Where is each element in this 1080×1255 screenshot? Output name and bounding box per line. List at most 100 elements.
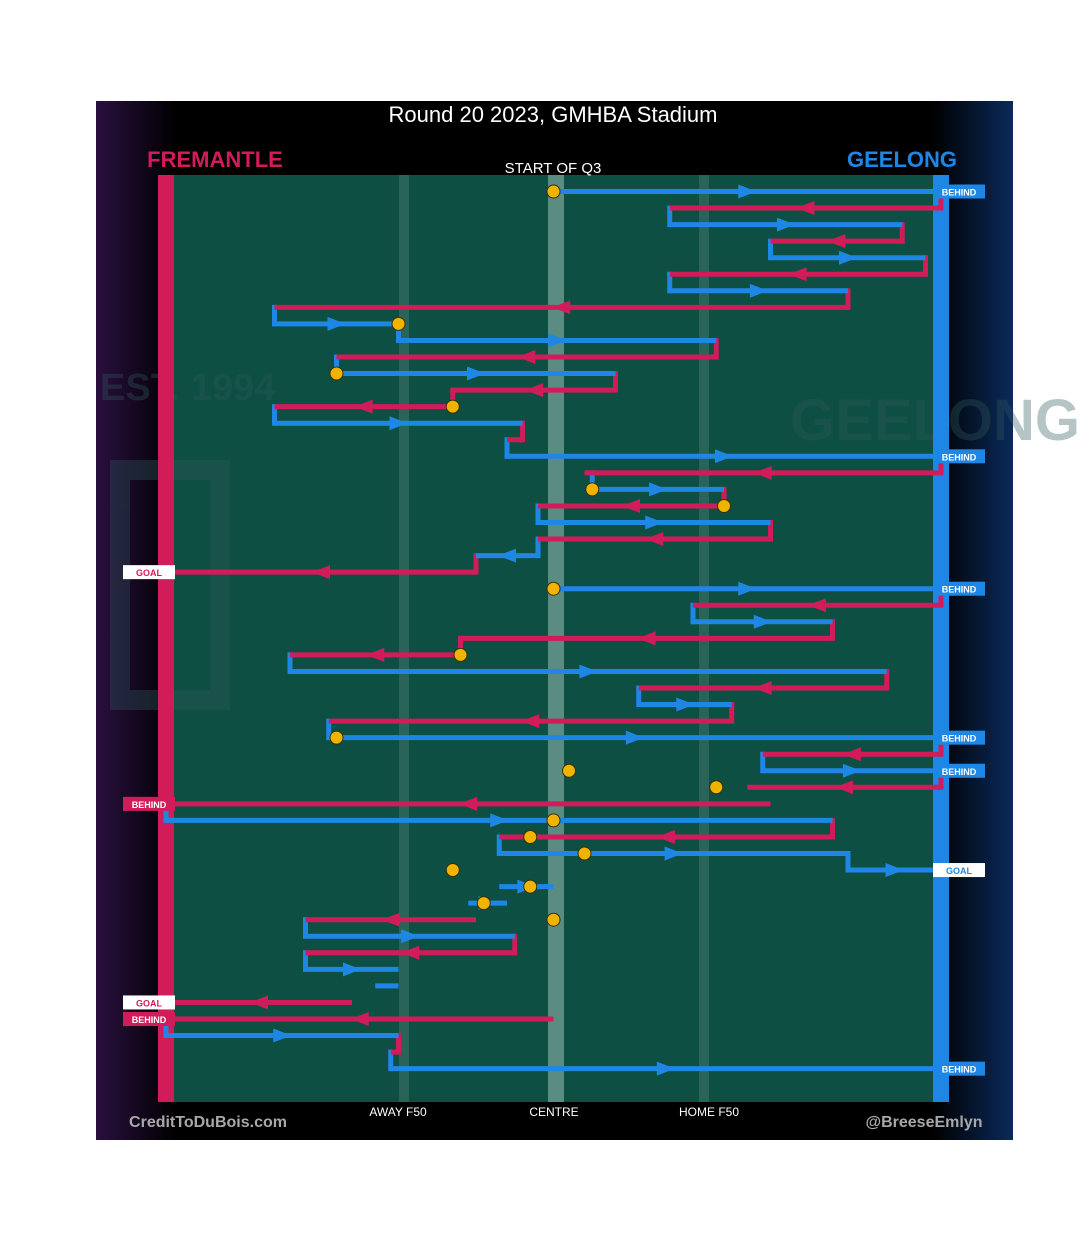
result-label-text: BEHIND — [942, 188, 977, 198]
direction-arrow — [676, 697, 695, 712]
stoppage-marker — [546, 912, 561, 927]
direction-arrow — [788, 267, 807, 282]
x-label-home-f50: HOME F50 — [679, 1105, 739, 1119]
result-label-behind: BEHIND — [933, 1061, 985, 1076]
result-label-text: BEHIND — [942, 1065, 977, 1075]
result-label-goal: GOAL — [123, 565, 175, 580]
direction-arrow — [552, 300, 571, 315]
result-label-behind: BEHIND — [933, 763, 985, 778]
stoppage-markers — [329, 184, 731, 927]
stoppage-marker — [546, 581, 561, 596]
direction-arrow — [312, 565, 330, 580]
period-label: START OF Q3 — [505, 160, 602, 177]
stoppage-marker — [546, 813, 561, 828]
direction-arrow — [625, 730, 644, 745]
result-label-behind: BEHIND — [933, 730, 985, 745]
direction-arrow — [521, 714, 540, 729]
footer-handle: @BreeseEmlyn — [866, 1114, 983, 1131]
direction-arrow — [459, 796, 478, 811]
stoppage-marker — [453, 647, 468, 662]
result-labels: BEHIND BEHIND GOAL BEHIND BEHIND BEHIND BEHIND… — [123, 184, 985, 1076]
stoppage-marker — [391, 316, 406, 331]
direction-arrow — [738, 184, 757, 199]
direction-arrow — [835, 780, 854, 795]
direction-arrow — [250, 995, 268, 1010]
direction-arrow — [645, 532, 664, 547]
stoppage-marker — [476, 896, 491, 911]
result-label-behind: BEHIND — [933, 581, 985, 596]
result-label-text: BEHIND — [942, 452, 977, 462]
direction-arrow — [715, 449, 733, 464]
team-right-name: GEELONG — [847, 147, 957, 172]
stoppage-marker — [717, 498, 731, 513]
direction-arrow — [664, 846, 683, 861]
direction-arrow — [749, 283, 768, 298]
result-label-text: BEHIND — [942, 767, 977, 777]
stoppage-marker — [445, 863, 460, 878]
direction-arrow — [656, 829, 675, 844]
fremantle-goal-line — [158, 175, 174, 1102]
direction-arrow — [401, 945, 420, 960]
away-f50-line — [399, 175, 409, 1102]
result-label-box — [123, 1012, 175, 1026]
direction-arrow — [796, 201, 815, 216]
result-label-box — [123, 995, 175, 1010]
result-label-box — [123, 796, 175, 811]
result-label-goal: GOAL — [123, 995, 175, 1010]
stoppage-marker — [523, 879, 538, 894]
result-label-text: GOAL — [946, 866, 973, 876]
stoppage-marker — [709, 780, 724, 795]
direction-arrow — [525, 383, 544, 398]
bg-anchor-shape — [110, 460, 230, 710]
direction-arrow — [401, 929, 420, 944]
bg-est-1994: EST. 1994 — [100, 367, 275, 409]
result-label-text: GOAL — [136, 568, 163, 578]
direction-arrow — [498, 548, 516, 563]
result-label-behind: BEHIND — [123, 1012, 175, 1026]
x-label-centre: CENTRE — [529, 1105, 578, 1119]
result-label-box — [933, 449, 985, 464]
direction-arrow — [622, 498, 640, 513]
result-label-behind: BEHIND — [933, 449, 985, 464]
result-label-behind: BEHIND — [933, 184, 985, 199]
result-label-box — [933, 581, 985, 596]
direction-arrow — [808, 598, 826, 613]
direction-arrow — [827, 234, 846, 249]
result-label-box — [933, 863, 985, 878]
result-label-box — [933, 763, 985, 778]
direction-arrow — [548, 333, 567, 348]
direction-arrow — [637, 631, 656, 646]
direction-arrow — [490, 813, 509, 828]
direction-arrow — [842, 763, 861, 778]
stoppage-marker — [546, 184, 561, 199]
result-label-goal: GOAL — [933, 863, 985, 878]
direction-arrow — [842, 747, 861, 762]
stoppage-marker — [585, 482, 600, 497]
direction-arrow — [656, 1061, 675, 1076]
x-label-away-f50: AWAY F50 — [369, 1105, 427, 1119]
direction-arrow — [343, 962, 361, 977]
result-label-box — [933, 184, 985, 199]
stoppage-marker — [329, 366, 344, 381]
geelong-goal-line — [933, 175, 949, 1102]
result-label-box — [933, 730, 985, 745]
stoppage-marker — [577, 846, 592, 861]
result-label-text: BEHIND — [132, 800, 167, 810]
stoppage-marker — [562, 763, 576, 778]
direction-arrow — [645, 515, 664, 530]
direction-arrow — [354, 399, 373, 414]
result-label-text: BEHIND — [942, 585, 977, 595]
team-left-name: FREMANTLE — [147, 147, 283, 172]
stoppage-marker — [445, 399, 460, 414]
direction-arrow — [753, 681, 772, 695]
result-label-box — [123, 565, 175, 580]
direction-arrow — [327, 316, 346, 331]
direction-arrow — [350, 1012, 369, 1026]
result-label-text: BEHIND — [942, 734, 977, 744]
direction-arrow — [579, 664, 598, 679]
direction-arrow — [273, 1028, 292, 1043]
chart-title: Round 20 2023, GMHBA Stadium — [389, 102, 718, 127]
direction-arrow — [366, 647, 385, 662]
result-label-box — [933, 1061, 985, 1076]
result-label-text: GOAL — [136, 998, 163, 1008]
